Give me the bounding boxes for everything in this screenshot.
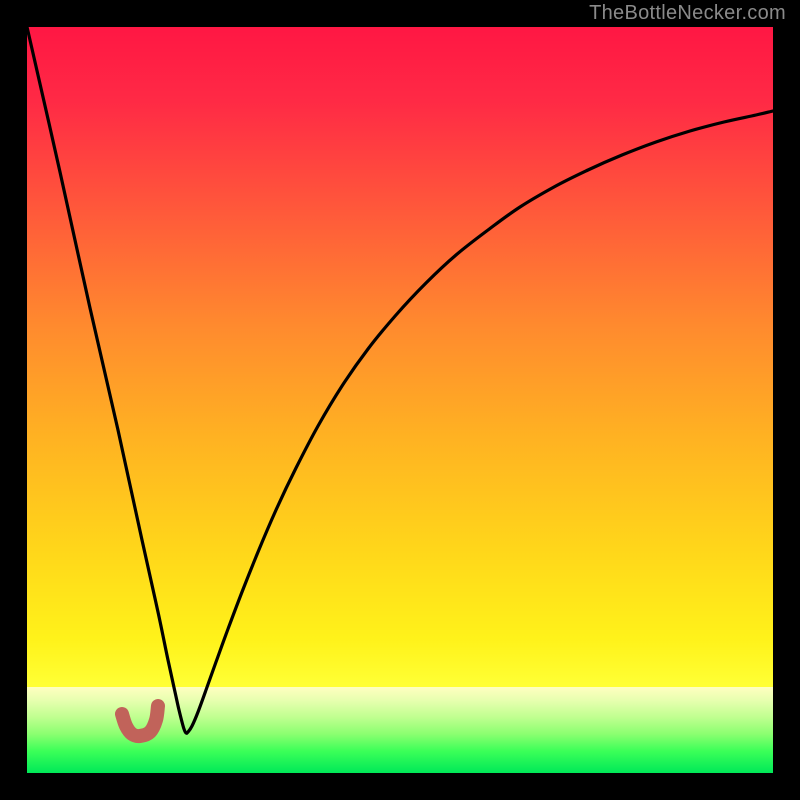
- watermark-text: TheBottleNecker.com: [589, 2, 786, 25]
- plot-area: [27, 27, 773, 773]
- marker-hook: [122, 706, 158, 736]
- chart-svg: [27, 27, 773, 773]
- bottleneck-curve: [27, 27, 773, 733]
